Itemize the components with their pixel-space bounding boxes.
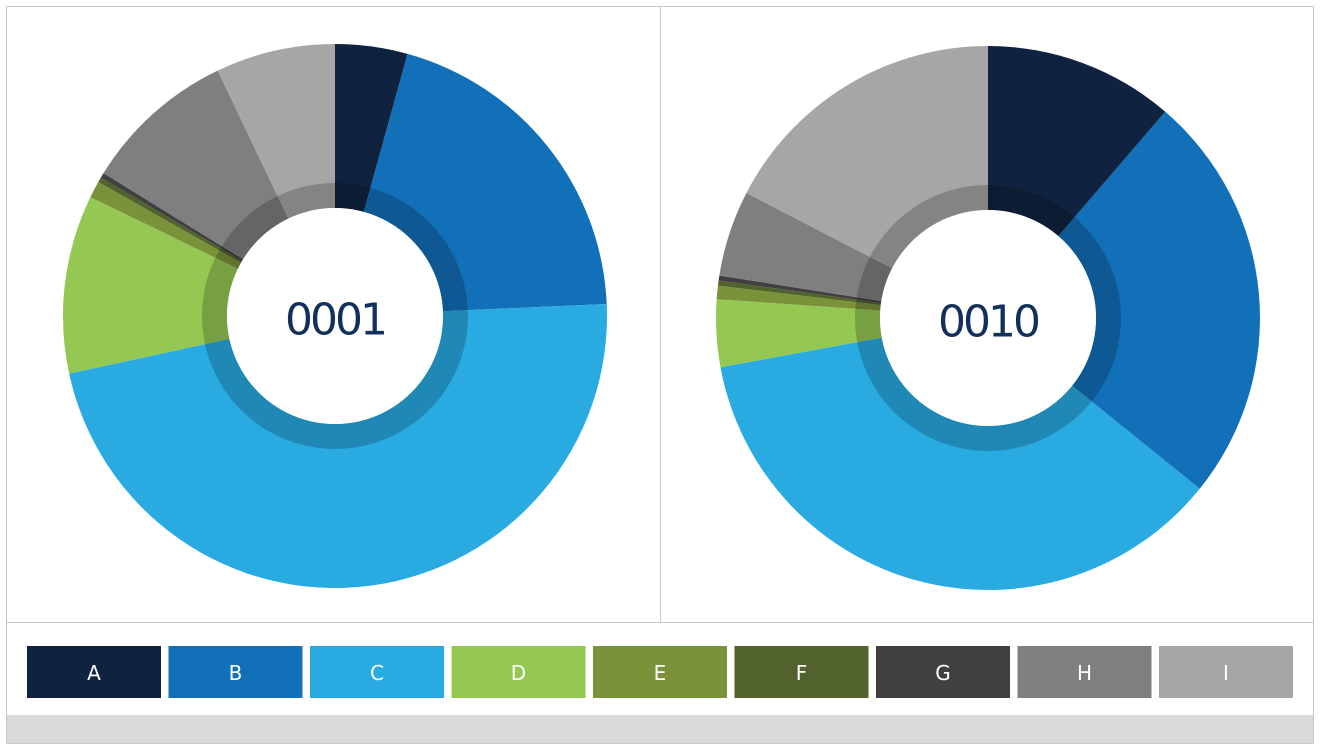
legend-swatch: [310, 646, 444, 698]
donut-slice: [103, 70, 289, 260]
donut-slice: [716, 299, 882, 368]
legend-label: E: [654, 661, 667, 685]
legend-swatch: [1159, 646, 1293, 698]
inner-ring: [202, 183, 468, 449]
donut-slice: [746, 46, 988, 269]
legend: A B C D E F G H I: [27, 646, 1293, 698]
legend-label: A: [87, 661, 101, 685]
legend-label: I: [1223, 661, 1229, 685]
donut-slice: [988, 46, 1166, 237]
legend-swatch: [168, 646, 303, 698]
legend-label: F: [796, 661, 808, 685]
donut-slice: [217, 44, 335, 219]
donut-slice: [1058, 111, 1260, 489]
center-label: 0001: [285, 295, 385, 346]
donut-slice: [717, 280, 882, 306]
footer-bar: [7, 715, 1313, 743]
donut-slice: [69, 304, 607, 588]
donut-slice: [363, 53, 607, 312]
legend-swatch: [451, 646, 586, 698]
legend-swatch: [27, 646, 161, 698]
donut-hole: [880, 210, 1096, 426]
donut-slice: [335, 44, 408, 212]
legend-swatch: [1017, 646, 1152, 698]
donut-hole: [227, 208, 443, 424]
donut-slice: [719, 192, 893, 302]
donut-slice: [720, 337, 1200, 590]
legend-label: D: [511, 661, 526, 685]
center-label: 0010: [938, 297, 1039, 348]
charts: 0001 0010: [62, 44, 1260, 590]
donut-slice: [90, 181, 242, 269]
donut-slice: [716, 285, 881, 311]
legend-label: C: [370, 661, 384, 685]
legend-label: B: [229, 661, 243, 685]
legend-label: H: [1077, 661, 1092, 685]
legend-swatch: [593, 646, 727, 698]
legend-swatch: [734, 646, 869, 698]
donut-slice: [718, 275, 882, 304]
inner-ring: [855, 185, 1121, 451]
donut-slice: [100, 173, 244, 262]
legend-label: G: [935, 661, 951, 685]
donut-slice: [62, 197, 238, 374]
legend-swatch: [876, 646, 1010, 698]
donut-slice: [98, 177, 243, 263]
